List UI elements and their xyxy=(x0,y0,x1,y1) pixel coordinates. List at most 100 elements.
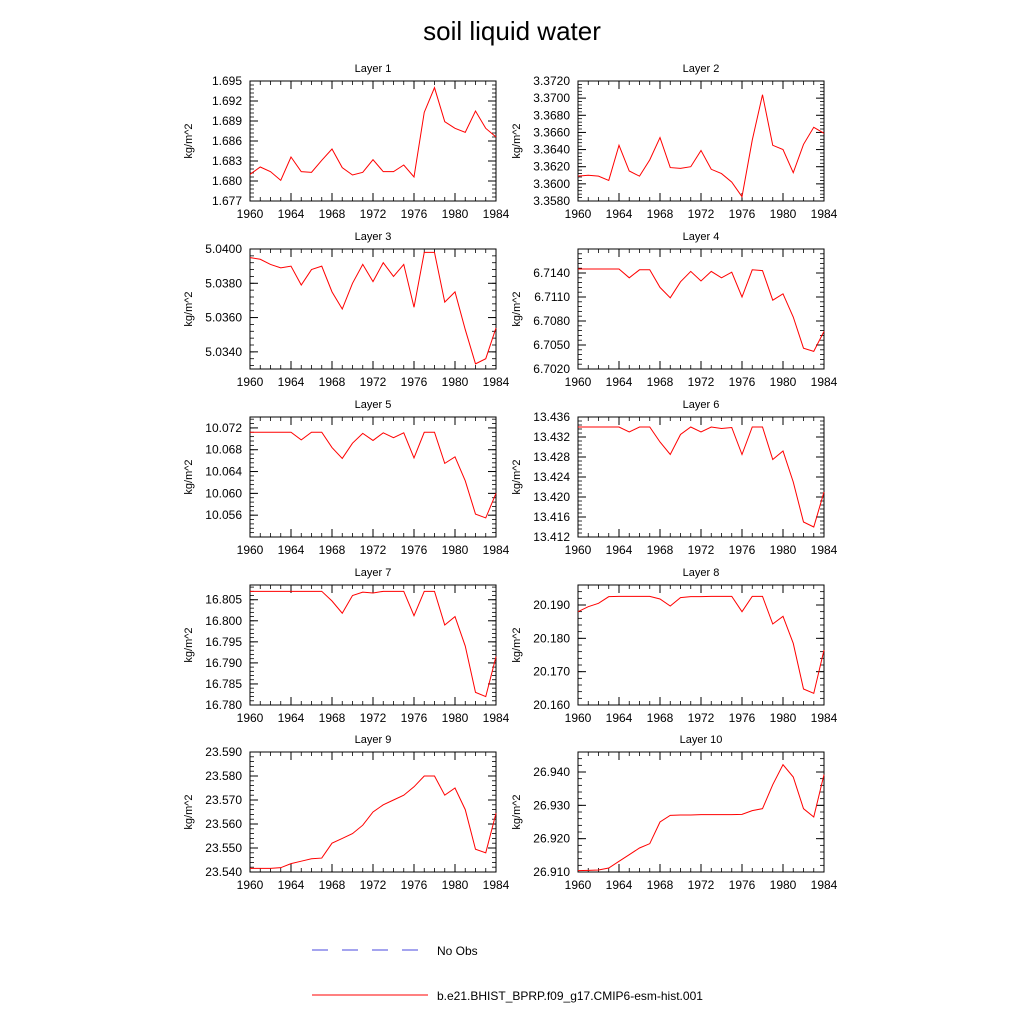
y-axis-label: kg/m^2 xyxy=(511,627,523,662)
legend-no-obs-label: No Obs xyxy=(437,944,478,958)
y-tick-label: 23.580 xyxy=(205,769,242,783)
y-tick-label: 1.695 xyxy=(212,74,242,88)
y-tick-label: 5.0380 xyxy=(205,276,242,290)
x-tick-label: 1976 xyxy=(401,375,428,389)
x-tick-label: 1964 xyxy=(606,711,633,725)
x-tick-label: 1972 xyxy=(360,207,387,221)
y-axis-label: kg/m^2 xyxy=(511,123,523,158)
x-tick-label: 1964 xyxy=(278,207,305,221)
x-tick-label: 1984 xyxy=(483,375,510,389)
y-tick-label: 1.677 xyxy=(212,194,242,208)
x-tick-label: 1972 xyxy=(360,375,387,389)
y-tick-label: 5.0400 xyxy=(205,242,242,256)
y-tick-label: 6.7110 xyxy=(534,290,570,304)
panel-layer-1: Layer 1 kg/m^2 1960 1964 1968 1972 1976 1980 198… xyxy=(183,63,510,221)
series-line xyxy=(249,251,497,365)
panel-layer-2: Layer 2 kg/m^2 1960 1964 1968 1972 1976 1980 198… xyxy=(511,63,838,221)
panel-layer-3: Layer 3 kg/m^2 1960 1964 1968 1972 1976 1980 198… xyxy=(183,231,510,389)
x-tick-label: 1972 xyxy=(688,375,715,389)
y-tick-label: 10.068 xyxy=(205,443,242,457)
panel-title: Layer 1 xyxy=(355,63,392,75)
panel-title: Layer 9 xyxy=(355,734,392,746)
y-axis-label: kg/m^2 xyxy=(183,459,195,494)
y-tick-label: 3.3680 xyxy=(533,108,570,122)
x-tick-label: 1964 xyxy=(278,543,305,557)
y-tick-label: 10.056 xyxy=(205,508,242,522)
y-tick-label: 16.790 xyxy=(205,656,242,670)
x-tick-label: 1964 xyxy=(606,878,633,892)
panel-frame xyxy=(249,416,497,538)
x-tick-label: 1984 xyxy=(483,711,510,725)
panel-frame xyxy=(249,584,497,706)
panel-title: Layer 7 xyxy=(355,567,392,579)
x-tick-label: 1980 xyxy=(770,878,797,892)
x-tick-label: 1976 xyxy=(729,207,756,221)
x-tick-label: 1964 xyxy=(606,207,633,221)
panel-title: Layer 6 xyxy=(683,399,720,411)
x-tick-label: 1984 xyxy=(811,711,838,725)
y-tick-label: 1.686 xyxy=(212,134,242,148)
x-tick-label: 1960 xyxy=(237,711,264,725)
x-tick-label: 1972 xyxy=(360,543,387,557)
legend-model-label: b.e21.BHIST_BPRP.f09_g17.CMIP6-esm-hist.… xyxy=(437,989,703,1003)
x-tick-label: 1980 xyxy=(442,878,469,892)
panel-layer-7: Layer 7 kg/m^2 1960 1964 1968 1972 1976 1980 198… xyxy=(183,567,510,725)
series-line xyxy=(577,94,825,198)
panel-layer-9: Layer 9 kg/m^2 1960 1964 1968 1972 1976 1980 198… xyxy=(183,734,510,892)
x-tick-label: 1968 xyxy=(319,375,346,389)
y-tick-label: 20.160 xyxy=(533,698,570,712)
x-tick-label: 1984 xyxy=(811,543,838,557)
x-tick-label: 1976 xyxy=(729,375,756,389)
panel-title: Layer 8 xyxy=(683,567,720,579)
y-tick-label: 23.540 xyxy=(205,865,242,879)
y-tick-label: 13.436 xyxy=(533,410,570,424)
series-line xyxy=(577,595,825,695)
y-tick-label: 3.3660 xyxy=(533,125,570,139)
y-tick-label: 23.550 xyxy=(205,841,242,855)
y-axis-label: kg/m^2 xyxy=(183,291,195,326)
legend: No Obs b.e21.BHIST_BPRP.f09_g17.CMIP6-es… xyxy=(312,944,703,1003)
x-tick-label: 1976 xyxy=(729,711,756,725)
y-tick-label: 6.7020 xyxy=(533,362,570,376)
x-tick-label: 1972 xyxy=(688,711,715,725)
x-tick-label: 1960 xyxy=(565,375,592,389)
series-line xyxy=(250,775,497,869)
x-tick-label: 1960 xyxy=(237,878,264,892)
series-line xyxy=(250,431,497,519)
y-tick-label: 26.940 xyxy=(533,765,570,779)
x-tick-label: 1964 xyxy=(278,711,305,725)
x-tick-label: 1964 xyxy=(278,878,305,892)
x-tick-label: 1968 xyxy=(319,543,346,557)
x-tick-label: 1960 xyxy=(237,207,264,221)
x-tick-label: 1980 xyxy=(770,711,797,725)
y-tick-label: 3.3720 xyxy=(533,74,570,88)
x-tick-label: 1980 xyxy=(442,207,469,221)
y-tick-label: 6.7050 xyxy=(533,338,570,352)
y-tick-label: 3.3600 xyxy=(533,177,570,191)
x-tick-label: 1980 xyxy=(442,543,469,557)
x-tick-label: 1980 xyxy=(770,375,797,389)
panel-frame xyxy=(249,80,497,202)
x-tick-label: 1984 xyxy=(483,878,510,892)
y-axis-label: kg/m^2 xyxy=(183,794,195,829)
y-tick-label: 1.683 xyxy=(212,154,242,168)
x-tick-label: 1980 xyxy=(770,207,797,221)
series-line xyxy=(577,763,825,872)
x-tick-label: 1960 xyxy=(237,375,264,389)
x-tick-label: 1968 xyxy=(319,878,346,892)
y-tick-label: 13.432 xyxy=(533,430,570,444)
y-tick-label: 3.3620 xyxy=(533,160,570,174)
x-tick-label: 1964 xyxy=(606,375,633,389)
x-tick-label: 1968 xyxy=(647,375,674,389)
x-tick-label: 1960 xyxy=(565,207,592,221)
panel-frame xyxy=(577,80,825,202)
y-tick-label: 26.920 xyxy=(533,832,570,846)
y-tick-label: 13.412 xyxy=(533,530,570,544)
y-tick-label: 5.0340 xyxy=(205,345,242,359)
y-tick-label: 16.800 xyxy=(205,614,242,628)
y-tick-label: 20.190 xyxy=(533,598,570,612)
y-tick-label: 13.424 xyxy=(533,470,570,484)
x-tick-label: 1964 xyxy=(278,375,305,389)
panel-frame xyxy=(577,584,825,706)
